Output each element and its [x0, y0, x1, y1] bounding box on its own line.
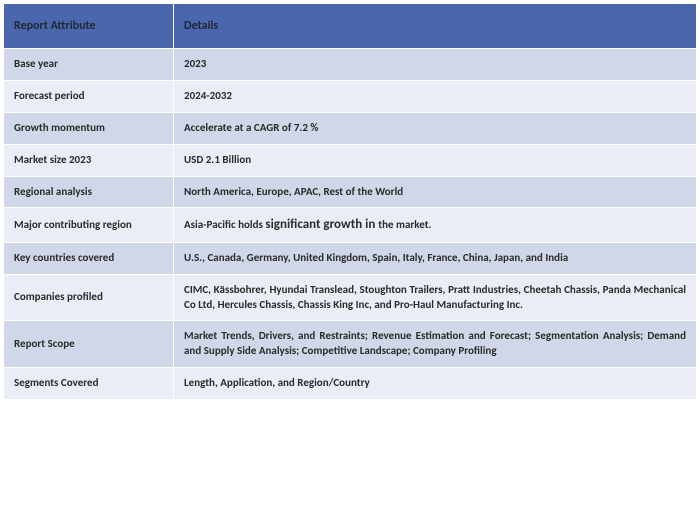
cell-attr: Segments Covered [4, 368, 174, 400]
cell-det: Asia-Pacific holds significant growth in… [174, 208, 697, 243]
cell-attr: Forecast period [4, 81, 174, 113]
det-mid: significant growth in [265, 217, 378, 232]
cell-attr: Companies profiled [4, 274, 174, 321]
table-row: Regional analysis North America, Europe,… [4, 176, 697, 208]
cell-det: Market Trends, Drivers, and Restraints; … [174, 321, 697, 368]
cell-det: U.S., Canada, Germany, United Kingdom, S… [174, 242, 697, 274]
cell-det: USD 2.1 Billion [174, 144, 697, 176]
table-row: Forecast period 2024-2032 [4, 81, 697, 113]
table-row: Market size 2023 USD 2.1 Billion [4, 144, 697, 176]
table-row: Base year 2023 [4, 49, 697, 81]
table-row: Report Scope Market Trends, Drivers, and… [4, 321, 697, 368]
cell-det: North America, Europe, APAC, Rest of the… [174, 176, 697, 208]
table-header-row: Report Attribute Details [4, 4, 697, 49]
cell-attr: Regional analysis [4, 176, 174, 208]
cell-attr: Growth momentum [4, 112, 174, 144]
cell-det: CIMC, Kässbohrer, Hyundai Translead, Sto… [174, 274, 697, 321]
table-row: Growth momentum Accelerate at a CAGR of … [4, 112, 697, 144]
det-post: the market. [378, 218, 431, 231]
cell-det: 2024-2032 [174, 81, 697, 113]
table-row: Key countries covered U.S., Canada, Germ… [4, 242, 697, 274]
cell-attr: Base year [4, 49, 174, 81]
cell-attr: Report Scope [4, 321, 174, 368]
cell-attr: Market size 2023 [4, 144, 174, 176]
report-attribute-table: Report Attribute Details Base year 2023 … [3, 3, 697, 400]
table-row: Segments Covered Length, Application, an… [4, 368, 697, 400]
det-pre: Asia-Pacific holds [184, 218, 265, 231]
cell-attr: Major contributing region [4, 208, 174, 243]
header-attribute: Report Attribute [4, 4, 174, 49]
header-details: Details [174, 4, 697, 49]
cell-attr: Key countries covered [4, 242, 174, 274]
table-row: Major contributing region Asia-Pacific h… [4, 208, 697, 243]
cell-det: Accelerate at a CAGR of 7.2 % [174, 112, 697, 144]
cell-det: Length, Application, and Region/Country [174, 368, 697, 400]
table-row: Companies profiled CIMC, Kässbohrer, Hyu… [4, 274, 697, 321]
cell-det: 2023 [174, 49, 697, 81]
